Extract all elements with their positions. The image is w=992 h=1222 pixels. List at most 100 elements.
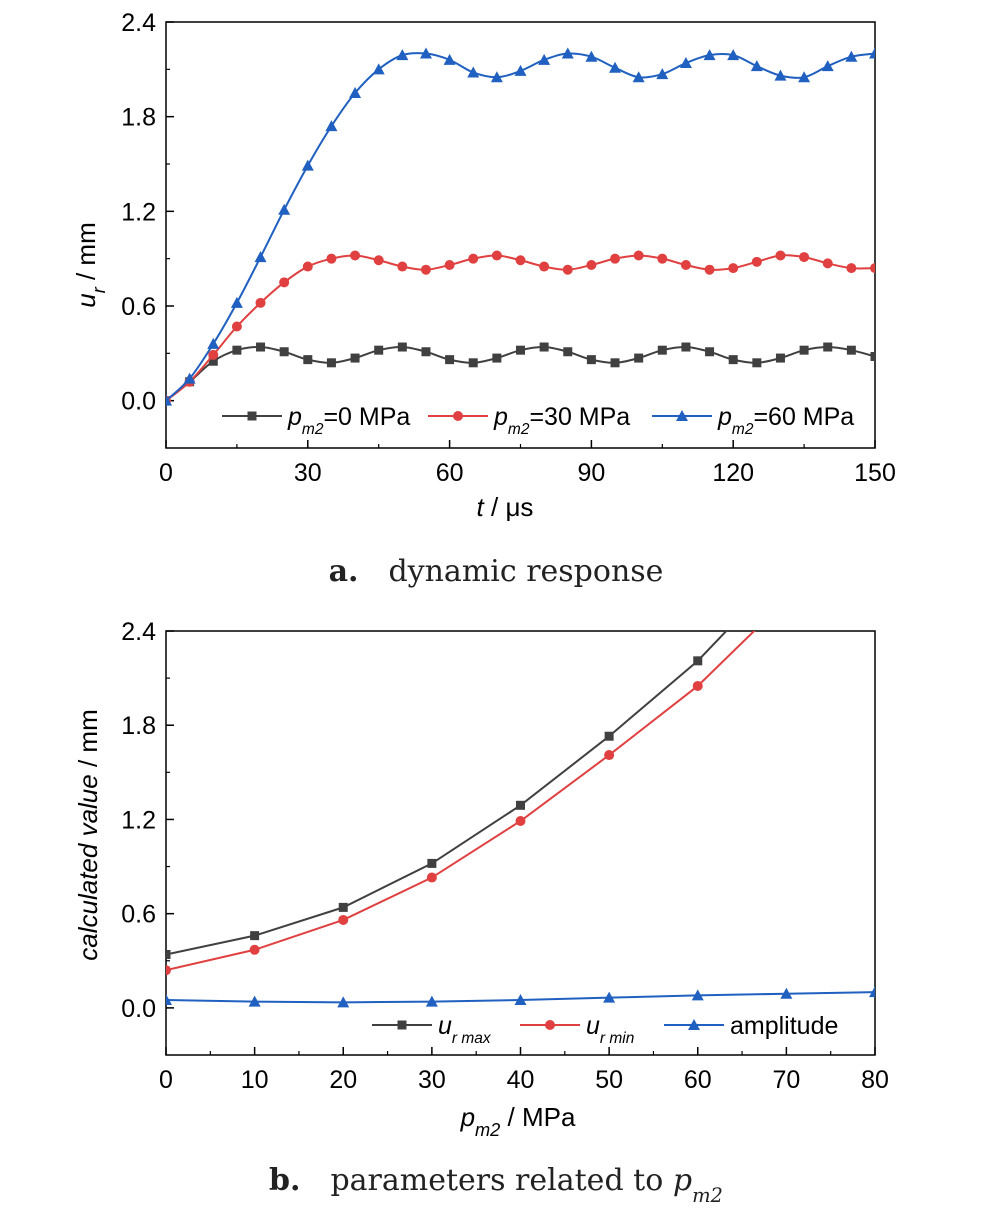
data-point — [609, 61, 622, 73]
data-point — [338, 914, 349, 925]
data-point — [780, 987, 793, 999]
y-tick-label: 2.4 — [121, 618, 156, 646]
series-line — [166, 631, 756, 972]
data-point — [183, 372, 196, 384]
data-point — [822, 258, 833, 269]
data-point — [373, 255, 384, 266]
x-tick-label: 70 — [772, 1066, 800, 1094]
legend-label: pm2=60 MPa — [717, 403, 854, 438]
data-point — [680, 259, 691, 270]
data-point — [301, 159, 314, 171]
data-point — [798, 71, 811, 83]
y-tick-label: 1.2 — [121, 806, 156, 834]
y-tick-label: 0.6 — [121, 901, 156, 929]
x-tick-label: 0 — [159, 1066, 173, 1094]
y-tick-label: 0.0 — [121, 388, 156, 416]
data-point — [586, 355, 596, 365]
data-point — [775, 353, 785, 363]
x-tick-label: 60 — [436, 459, 464, 487]
data-point — [337, 996, 350, 1008]
legend-entry: pm2=60 MPa — [652, 403, 854, 438]
x-axis-label: t / μs — [477, 492, 534, 522]
legend: ur max ur min amplitude — [372, 1012, 838, 1047]
x-tick-label: 30 — [294, 459, 322, 487]
legend-marker — [397, 1020, 407, 1030]
series-line — [166, 254, 875, 402]
data-point — [248, 995, 261, 1007]
legend-entry: pm2=30 MPa — [428, 403, 630, 438]
legend-marker — [247, 411, 257, 421]
data-point — [846, 263, 857, 274]
data-point — [870, 351, 875, 361]
legend-marker — [688, 1019, 700, 1030]
data-point — [255, 297, 266, 308]
data-point — [350, 250, 361, 261]
data-point — [278, 203, 291, 215]
data-point — [515, 816, 526, 827]
data-point — [657, 345, 667, 355]
caption: b. parameters related to pm2 — [269, 1163, 723, 1207]
y-tick-label: 1.8 — [121, 712, 156, 740]
data-point — [444, 259, 455, 270]
data-point — [516, 345, 525, 355]
data-point — [633, 250, 644, 261]
series-1 — [166, 342, 875, 406]
series-3 — [166, 47, 875, 406]
series-line — [166, 631, 728, 956]
data-point — [869, 47, 875, 59]
data-point — [230, 296, 243, 308]
data-point — [691, 989, 704, 1001]
data-point — [561, 47, 574, 59]
series-2 — [166, 631, 756, 976]
data-point — [774, 69, 787, 81]
data-point — [516, 800, 525, 810]
data-point — [610, 358, 620, 368]
data-point — [703, 49, 716, 61]
data-point — [349, 87, 362, 98]
data-point — [704, 264, 715, 275]
data-point — [693, 656, 703, 666]
data-point — [326, 358, 336, 368]
data-point — [279, 347, 289, 357]
data-point — [419, 47, 432, 59]
series-2 — [166, 250, 875, 406]
data-point — [325, 120, 338, 132]
x-tick-label: 60 — [684, 1066, 712, 1094]
data-point — [656, 68, 669, 80]
data-point — [166, 965, 171, 976]
data-point — [728, 355, 738, 365]
data-point — [166, 949, 171, 959]
data-point — [799, 345, 809, 355]
series-3 — [166, 986, 875, 1008]
data-point — [681, 342, 691, 352]
data-point — [467, 66, 480, 78]
legend-marker — [545, 1020, 555, 1030]
legend-marker — [676, 410, 688, 421]
data-point — [539, 261, 550, 272]
data-point — [372, 63, 385, 75]
data-point — [823, 342, 833, 352]
x-tick-label: 50 — [595, 1066, 623, 1094]
data-point — [231, 321, 242, 332]
data-point — [845, 50, 858, 62]
data-point — [610, 253, 621, 264]
data-point — [468, 253, 479, 264]
data-point — [603, 991, 616, 1003]
x-tick-label: 90 — [577, 459, 605, 487]
data-point — [870, 263, 875, 274]
data-point — [397, 342, 407, 352]
data-point — [657, 253, 668, 264]
x-tick-label: 150 — [854, 459, 896, 487]
legend-marker — [453, 411, 463, 421]
legend-entry: amplitude — [664, 1012, 838, 1040]
data-point — [232, 345, 242, 355]
data-point — [515, 255, 526, 266]
data-point — [514, 994, 527, 1006]
legend-entry: ur max — [372, 1012, 492, 1047]
chart-dynamic-response: 0 30 60 90 120 150 0.0 0.6 1.2 1.8 2.4 ur / mm t /… — [71, 9, 896, 589]
data-point — [514, 64, 527, 76]
x-tick-label: 120 — [712, 459, 754, 487]
data-point — [586, 259, 597, 270]
data-point — [869, 986, 875, 998]
data-point — [426, 872, 437, 883]
